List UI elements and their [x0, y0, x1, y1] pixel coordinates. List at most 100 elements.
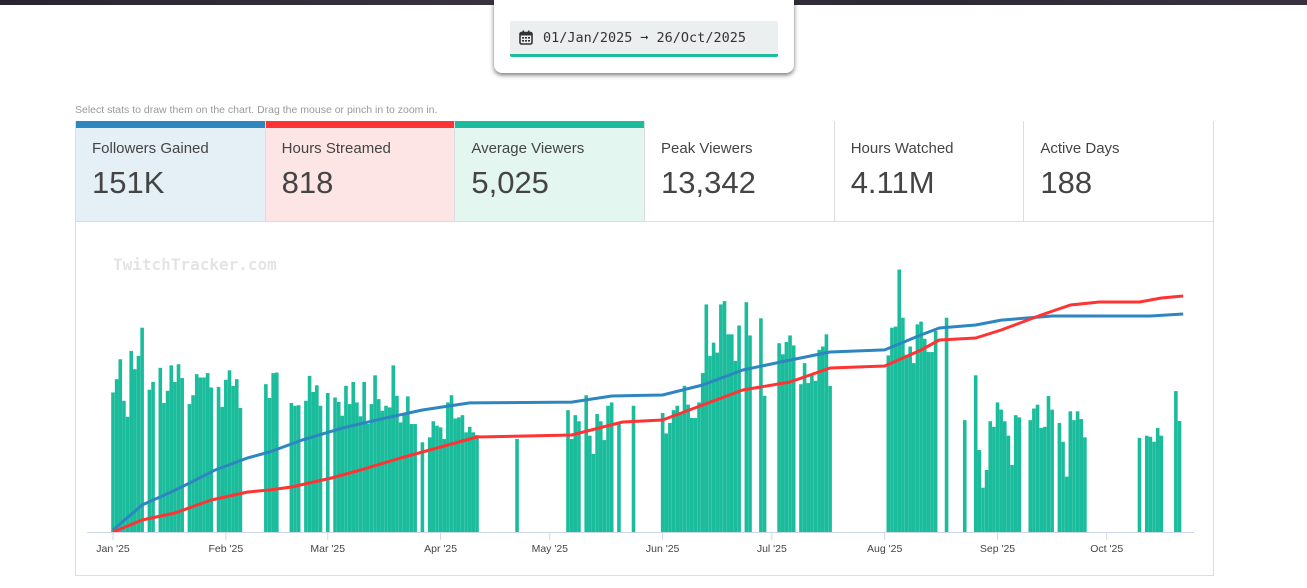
bar-average-viewers — [366, 424, 370, 532]
stats-chart[interactable]: TwitchTracker.com Jan '25 Feb '25 Mar '25 A… — [75, 222, 1214, 576]
bar-average-viewers — [893, 326, 898, 532]
bar-average-viewers — [737, 325, 741, 532]
bar-average-viewers — [595, 414, 599, 532]
bar-average-viewers — [912, 363, 916, 532]
bar-average-viewers — [1006, 435, 1011, 532]
bar-average-viewers — [944, 317, 949, 532]
bar-average-viewers — [744, 302, 749, 532]
bar-average-viewers — [304, 400, 308, 532]
bar-average-viewers — [817, 349, 821, 532]
bar-average-viewers — [933, 331, 938, 532]
bar-average-viewers — [722, 301, 727, 532]
bar-average-viewers — [569, 438, 574, 532]
bar-average-viewers — [402, 414, 406, 532]
bar-average-viewers — [438, 427, 443, 532]
stat-value: 4.11M — [850, 165, 935, 200]
bar-average-viewers — [220, 406, 224, 532]
bar-average-viewers — [591, 453, 596, 532]
bar-average-viewers — [140, 327, 144, 532]
bar-average-viewers — [413, 424, 417, 532]
bar-average-viewers — [901, 317, 905, 532]
bar-average-viewers — [362, 381, 366, 532]
bar-average-viewers — [344, 385, 348, 532]
bar-average-viewers — [1159, 435, 1164, 532]
bar-average-viewers — [133, 369, 137, 532]
bar-average-viewers — [1010, 465, 1014, 532]
bar-average-viewers — [1017, 417, 1022, 532]
bar-average-viewers — [660, 412, 665, 532]
bar-average-viewers — [1144, 435, 1149, 532]
bar-average-viewers — [231, 385, 235, 532]
bar-average-viewers — [897, 269, 902, 532]
bar-average-viewers — [227, 370, 232, 532]
bar-average-viewers — [162, 402, 166, 532]
bar-average-viewers — [1083, 437, 1087, 532]
bar-average-viewers — [1148, 436, 1153, 532]
bar-average-viewers — [693, 417, 698, 532]
stat-value: 188 — [1040, 165, 1093, 200]
bar-average-viewers — [449, 395, 454, 532]
stat-hours-watched[interactable]: Hours Watched 4.11M — [834, 121, 1025, 221]
bar-average-viewers — [824, 334, 829, 532]
bar-average-viewers — [453, 418, 457, 532]
date-range-input[interactable]: 01/Jan/2025 ➞ 26/Oct/2025 — [510, 21, 778, 57]
bar-average-viewers — [689, 417, 694, 532]
bar-average-viewers — [114, 379, 119, 532]
bar-average-viewers — [158, 367, 163, 532]
bar-average-viewers — [1174, 391, 1178, 532]
bar-average-viewers — [730, 334, 734, 532]
bar-average-viewers — [427, 437, 432, 532]
bar-average-viewers — [293, 405, 297, 532]
stat-average-viewers[interactable]: Average Viewers 5,025 — [455, 121, 646, 221]
bar-average-viewers — [318, 405, 323, 532]
bar-average-viewers — [1003, 421, 1007, 532]
line-followers-gained — [112, 312, 1184, 532]
stat-color-bar — [76, 121, 265, 128]
bar-average-viewers — [1043, 426, 1047, 532]
bar-average-viewers — [1039, 427, 1043, 532]
bar-average-viewers — [999, 409, 1003, 532]
bar-average-viewers — [675, 405, 679, 532]
bar-average-viewers — [147, 389, 152, 532]
bar-average-viewers — [748, 335, 752, 532]
bar-average-viewers — [198, 377, 203, 532]
bar-average-viewers — [1013, 415, 1018, 532]
bar-average-viewers — [791, 345, 796, 532]
bar-average-viewers — [1137, 437, 1142, 532]
bar-average-viewers — [813, 380, 818, 532]
chart-svg[interactable]: TwitchTracker.com Jan '25 Feb '25 Mar '25 A… — [76, 222, 1215, 576]
bar-average-viewers — [682, 385, 687, 532]
stat-active-days[interactable]: Active Days 188 — [1024, 121, 1214, 221]
bar-average-viewers — [588, 435, 592, 532]
date-range-popover: 01/Jan/2025 ➞ 26/Oct/2025 — [494, 0, 794, 73]
bar-average-viewers — [216, 386, 221, 532]
stat-label: Hours Watched — [850, 140, 954, 157]
bar-average-viewers — [471, 432, 476, 532]
bar-average-viewers — [187, 404, 192, 532]
stat-peak-viewers[interactable]: Peak Viewers 13,342 — [645, 121, 835, 221]
bar-average-viewers — [194, 374, 199, 532]
bar-average-viewers — [962, 420, 967, 532]
stat-followers-gained[interactable]: Followers Gained 151K — [76, 121, 266, 221]
bar-average-viewers — [1068, 411, 1073, 532]
bar-average-viewers — [708, 355, 712, 532]
bar-average-viewers — [169, 365, 174, 532]
bar-average-viewers — [125, 416, 130, 532]
bar-average-viewers — [431, 421, 436, 532]
arrow-right-icon: ➞ — [640, 29, 649, 46]
bar-average-viewers — [409, 424, 414, 532]
x-tick-label: Sep '25 — [980, 543, 1015, 555]
stat-hours-streamed[interactable]: Hours Streamed 818 — [265, 121, 456, 221]
bar-average-viewers — [1032, 408, 1036, 532]
bar-average-viewers — [191, 395, 195, 532]
bar-average-viewers — [700, 373, 705, 532]
stat-cards: Followers Gained 151K Hours Streamed 818 A… — [75, 121, 1214, 222]
bar-average-viewers — [777, 343, 781, 532]
start-date: 01/Jan/2025 — [543, 29, 633, 46]
bar-average-viewers — [238, 407, 243, 532]
bar-average-viewers — [922, 338, 927, 532]
bar-average-viewers — [384, 405, 388, 532]
bar-average-viewers — [380, 410, 385, 532]
bar-average-viewers — [631, 405, 636, 532]
bar-average-viewers — [1035, 404, 1040, 532]
